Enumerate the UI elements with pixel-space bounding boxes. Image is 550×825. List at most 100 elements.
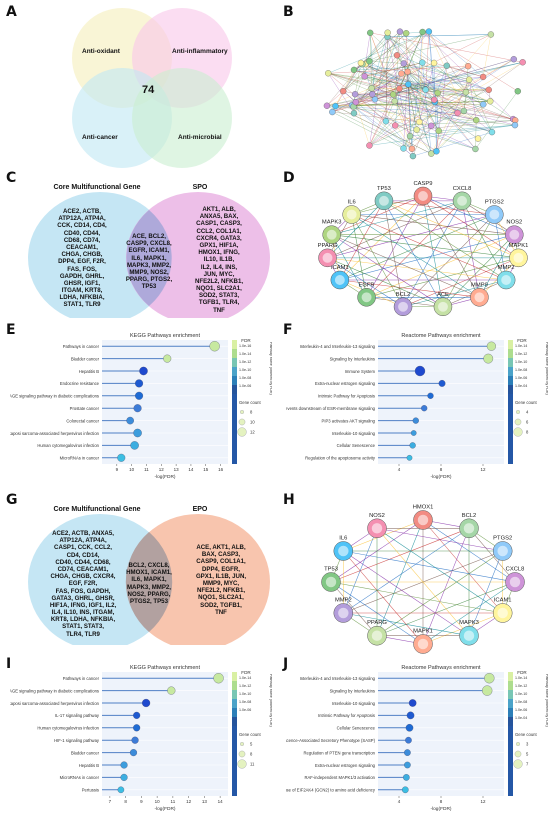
pathway-label: Estrogen-dependent nuclear events downst… bbox=[286, 406, 376, 411]
gene-list-line: NQO1, SLC2A1, bbox=[198, 594, 244, 602]
kegg-chart-e: KEGG Pathways enrichment Pathways in canc… bbox=[0, 330, 273, 490]
network-edge bbox=[428, 31, 467, 93]
gene-list-line: CHGA, CHGB, CXCR4, bbox=[50, 573, 116, 581]
network-edge bbox=[351, 214, 404, 307]
network-edge bbox=[366, 257, 519, 298]
network-edge bbox=[335, 104, 484, 107]
pathway-label: Regulation of PTEN gene transcription bbox=[304, 750, 376, 755]
pathway-label: RAF-independent MAPK1/3 activation bbox=[304, 775, 375, 780]
venn-c-right-set bbox=[126, 192, 270, 324]
lollipop-dot bbox=[135, 379, 144, 388]
network-edge bbox=[343, 528, 470, 614]
network-node-structure bbox=[438, 301, 448, 312]
network-node-structure bbox=[398, 301, 408, 312]
ppi-network-h: HMOX1 BCL2 PTGS2 CXCL8 ICAM1 MAPK3 MAPK1 PPARG M… bbox=[295, 500, 547, 660]
gene-count-legend-dot bbox=[240, 410, 244, 414]
network-edge bbox=[395, 120, 516, 126]
panel-label-d: D bbox=[283, 170, 295, 186]
network-edge bbox=[327, 200, 385, 259]
reactome-chart-j-svg: Reactome Pathways enrichment Interleukin-… bbox=[272, 665, 549, 812]
gene-list-line: ANXA5, BAX, bbox=[199, 213, 239, 221]
gene-list-line: MAPK3, MMP2, bbox=[126, 261, 172, 269]
gene-list-line: CD74, CEACAM1, bbox=[57, 565, 109, 573]
network-node bbox=[361, 73, 368, 80]
fdr-colorbar-step bbox=[508, 349, 513, 358]
gene-count-legend-label: 8 bbox=[250, 410, 253, 415]
gene-list-line: NFE2L2, NFKB1, bbox=[196, 587, 246, 595]
network-node-structure bbox=[322, 252, 333, 263]
network-edge bbox=[360, 62, 426, 90]
network-edge bbox=[422, 195, 444, 307]
network-edge bbox=[366, 195, 424, 298]
network-edge bbox=[442, 214, 495, 307]
gene-list-line: ATP12A, ATP4A, bbox=[58, 215, 106, 223]
network-node-structure bbox=[338, 607, 349, 619]
venn-label-anti-inflammatory: Anti-inflammatory bbox=[172, 48, 228, 55]
network-node-label: TP53 bbox=[377, 186, 391, 192]
lollipop-dot bbox=[129, 749, 138, 757]
pathway-label: AGE-RAGE signaling pathway in diabetic c… bbox=[10, 688, 99, 693]
network-edge bbox=[351, 61, 370, 106]
panel-label-a: A bbox=[6, 4, 17, 20]
network-edge bbox=[343, 550, 470, 636]
fdr-tick-label: 1.0e-14 bbox=[515, 676, 527, 680]
ppi-network-d-svg: CASP9 CXCL8 PTGS2 NOS2 MAPK1 MMP2 MMP9 ACE BCL2 E… bbox=[318, 181, 528, 317]
lollipop-dot bbox=[409, 442, 416, 449]
ppi-network-b bbox=[300, 6, 548, 168]
venn-g-right-genes: ACE, AKT1, ALB, BAX, CASP3, CASP9, COL1A1,… bbox=[176, 544, 266, 616]
lollipop-dot bbox=[484, 673, 495, 684]
network-edge bbox=[475, 91, 518, 150]
network-edge bbox=[330, 581, 503, 614]
venn-c-overlap bbox=[126, 210, 172, 306]
fdr-colorbar-step bbox=[508, 708, 513, 717]
network-edge bbox=[362, 36, 388, 65]
network-node bbox=[425, 28, 433, 35]
gene-count-legend-dot bbox=[514, 750, 522, 758]
gene-list-line: CEACAM1, bbox=[66, 243, 98, 251]
fdr-tick-label: 1.0e-06 bbox=[515, 376, 527, 380]
venn-g-left-title: Core Multifunctional Gene bbox=[53, 506, 141, 513]
fdr-colorbar-step bbox=[232, 358, 237, 367]
network-node-structure bbox=[497, 545, 508, 557]
network-node bbox=[431, 96, 438, 103]
ppi-network-h-svg: HMOX1 BCL2 PTGS2 CXCL8 ICAM1 MAPK3 MAPK1 PPARG M… bbox=[321, 505, 525, 654]
network-edge bbox=[353, 31, 423, 114]
gene-count-legend-dot bbox=[237, 759, 247, 769]
network-edge bbox=[428, 31, 435, 100]
pathway-label: HIF-1 signaling pathway bbox=[54, 738, 100, 743]
network-edge bbox=[395, 125, 476, 150]
network-node bbox=[405, 81, 412, 88]
network-node bbox=[406, 132, 414, 140]
fdr-tick-label: 1.0e-14 bbox=[239, 676, 251, 680]
network-node bbox=[400, 145, 407, 152]
x-tick-label: 12 bbox=[159, 467, 165, 472]
pathway-label: Immune System bbox=[345, 369, 376, 374]
network-edge bbox=[433, 62, 437, 152]
fdr-colorbar-step bbox=[232, 708, 237, 717]
network-node bbox=[325, 70, 332, 77]
network-node-label: MMP2 bbox=[335, 598, 352, 604]
x-tick-label: 9 bbox=[140, 799, 143, 804]
network-edge bbox=[396, 55, 489, 91]
lollipop-dot bbox=[130, 441, 139, 450]
x-tick-label: 8 bbox=[440, 467, 443, 472]
gene-list-line: HMOX1, ICAM1, bbox=[126, 569, 172, 577]
network-node-structure bbox=[338, 545, 349, 557]
network-edge bbox=[371, 31, 429, 89]
network-edge bbox=[371, 32, 388, 89]
lollipop-dot bbox=[133, 711, 141, 719]
lollipop-dot bbox=[126, 416, 134, 425]
kegg-chart-e-svg: KEGG Pathways enrichment Pathways in canc… bbox=[0, 333, 273, 480]
network-edge bbox=[431, 101, 491, 154]
pathway-label: Colorectal cancer bbox=[66, 418, 99, 423]
gene-count-legend-label: 11 bbox=[250, 762, 255, 767]
venn-g-overlap bbox=[125, 532, 173, 632]
pathway-label: Human cytomegalovirus infection bbox=[37, 443, 99, 448]
gene-list-line: ACE, AKT1, ALB, bbox=[196, 544, 246, 551]
network-edge bbox=[402, 214, 495, 307]
gene-list-line: STAT1, TLR9 bbox=[63, 301, 101, 309]
network-edge bbox=[422, 195, 480, 298]
network-edge bbox=[416, 104, 484, 130]
network-node-structure bbox=[417, 514, 429, 526]
network-edge bbox=[343, 90, 477, 121]
